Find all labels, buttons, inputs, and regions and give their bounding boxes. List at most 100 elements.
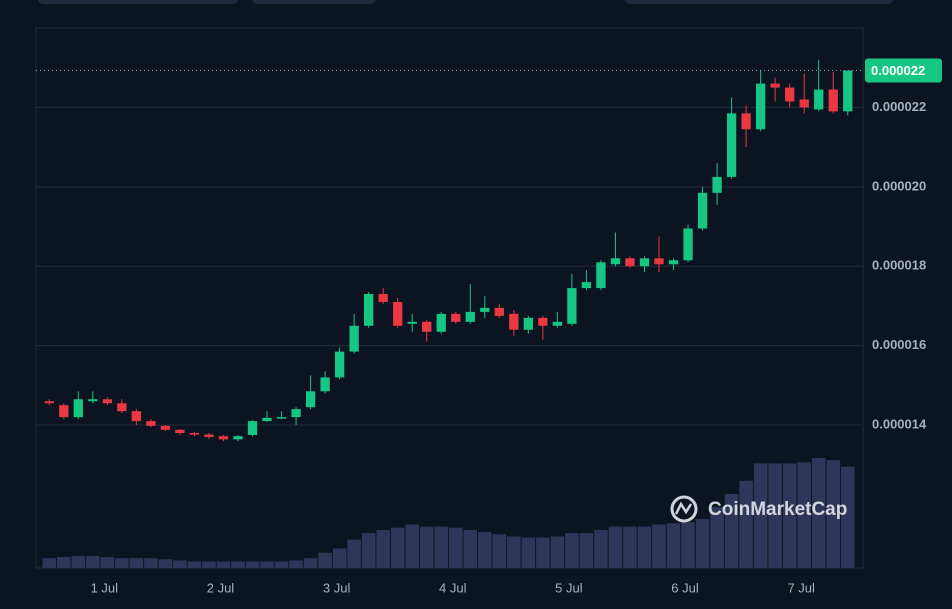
candle-body — [189, 433, 200, 435]
candle-body — [407, 321, 417, 324]
volume-bar — [202, 561, 216, 568]
last-price-label: 0.000022 — [871, 63, 925, 78]
volume-bar — [318, 552, 332, 568]
volume-bar — [216, 561, 231, 568]
candle-body — [218, 436, 229, 440]
candle-body — [131, 411, 142, 422]
watermark-logo-mark — [674, 501, 693, 515]
candle-body — [436, 313, 446, 332]
candle-body — [160, 425, 171, 430]
watermark: CoinMarketCap — [670, 495, 847, 523]
candle-body — [726, 113, 737, 177]
candle-body — [320, 377, 330, 392]
volume-bar — [144, 558, 158, 568]
y-tick-label: 0.000020 — [872, 178, 926, 193]
candle-body — [465, 311, 475, 322]
candle-body — [596, 262, 606, 289]
volume-bar — [173, 560, 187, 568]
volume-bar — [521, 537, 536, 568]
candle-body — [741, 113, 751, 130]
candle-body — [44, 401, 54, 404]
volume-bar — [840, 466, 855, 568]
candle-body — [538, 317, 548, 326]
volume-bar — [57, 557, 71, 568]
x-tick-label: 4 Jul — [439, 580, 467, 595]
candle-body — [291, 409, 301, 418]
candle-body — [654, 258, 664, 265]
candle-body — [117, 403, 127, 412]
volume-bar — [478, 532, 492, 568]
candle-body — [349, 325, 359, 352]
volume-bar — [347, 539, 361, 568]
candle-body — [422, 321, 432, 332]
x-tick-label: 1 Jul — [91, 580, 119, 595]
volume-bar — [361, 533, 376, 568]
volume-bar — [158, 559, 173, 568]
candle-body — [828, 89, 838, 112]
volume-bar — [666, 523, 681, 568]
candle-body — [73, 399, 83, 418]
candle-body — [697, 192, 708, 229]
x-tick-label: 2 Jul — [207, 580, 235, 595]
volume-bar — [710, 507, 724, 568]
volume-bars — [42, 458, 855, 568]
candle-body — [712, 176, 722, 193]
toolbar-button[interactable] — [38, 0, 238, 4]
watermark-text: CoinMarketCap — [708, 499, 847, 520]
volume-bar — [681, 522, 695, 568]
candle-body — [843, 70, 853, 112]
volume-bar — [434, 526, 448, 568]
candle-body — [334, 351, 345, 378]
volume-bar — [100, 557, 115, 568]
candle-body — [814, 89, 824, 110]
volume-bar — [507, 536, 521, 568]
y-tick-label: 0.000014 — [872, 416, 927, 431]
candle-body — [378, 294, 388, 302]
y-tick-label: 0.000016 — [872, 337, 926, 352]
volume-bar — [332, 548, 347, 568]
volume-bar — [405, 524, 419, 568]
watermark-logo — [670, 495, 698, 523]
candle-body — [509, 313, 519, 330]
volume-bar — [637, 526, 652, 568]
candle-body — [247, 421, 258, 435]
y-tick-label: 0.000022 — [872, 99, 926, 114]
toolbar-button[interactable] — [252, 0, 376, 4]
volume-bar — [86, 556, 100, 568]
candle-body — [204, 434, 214, 437]
candle-body — [683, 228, 693, 261]
volume-bar — [187, 561, 202, 568]
volume-bar — [129, 558, 144, 568]
plot-frame — [35, 27, 864, 569]
x-tick-label: 6 Jul — [671, 580, 699, 595]
candle-body — [523, 317, 533, 330]
volume-bar — [608, 526, 623, 568]
volume-bar — [492, 534, 507, 568]
volume-bar — [245, 561, 260, 568]
candle-body — [610, 258, 621, 265]
volume-bar — [797, 462, 811, 568]
volume-bar — [579, 533, 594, 568]
volume-bar — [260, 561, 274, 568]
volume-bar — [623, 526, 637, 568]
volume-bar — [449, 527, 463, 568]
candle-body — [88, 399, 98, 402]
candle-body — [567, 288, 577, 324]
candle-body — [102, 399, 112, 404]
candle-body — [552, 321, 563, 326]
last-price-box — [865, 58, 942, 83]
volume-bar — [390, 527, 405, 568]
candle-body — [625, 258, 635, 267]
volume-bar — [811, 458, 826, 568]
volume-bar — [231, 561, 245, 568]
candle-body — [262, 417, 272, 422]
candle-body — [480, 307, 490, 312]
candle-body — [451, 313, 461, 322]
volume-bar — [463, 529, 478, 568]
toolbar-button[interactable] — [625, 0, 893, 4]
candle-body — [785, 87, 795, 102]
x-tick-label: 5 Jul — [555, 580, 583, 595]
volume-bar — [274, 561, 289, 568]
volume-bar — [826, 460, 840, 568]
